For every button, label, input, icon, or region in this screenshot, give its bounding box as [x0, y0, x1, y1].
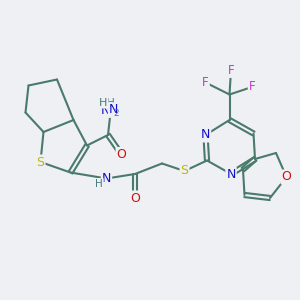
- Text: 2: 2: [114, 109, 119, 118]
- Text: H: H: [107, 98, 115, 109]
- Text: N: N: [226, 167, 236, 181]
- Text: S: S: [37, 155, 44, 169]
- Text: H: H: [99, 98, 108, 108]
- Text: N: N: [108, 103, 118, 116]
- Text: O: O: [282, 170, 291, 184]
- Text: S: S: [181, 164, 188, 178]
- Text: N: N: [101, 104, 110, 117]
- Text: O: O: [130, 191, 140, 205]
- Text: F: F: [202, 76, 209, 89]
- Text: F: F: [249, 80, 255, 94]
- Text: O: O: [117, 148, 126, 161]
- Text: N: N: [201, 128, 210, 142]
- Text: N: N: [102, 172, 111, 185]
- Text: H: H: [95, 179, 103, 189]
- Text: F: F: [228, 64, 234, 77]
